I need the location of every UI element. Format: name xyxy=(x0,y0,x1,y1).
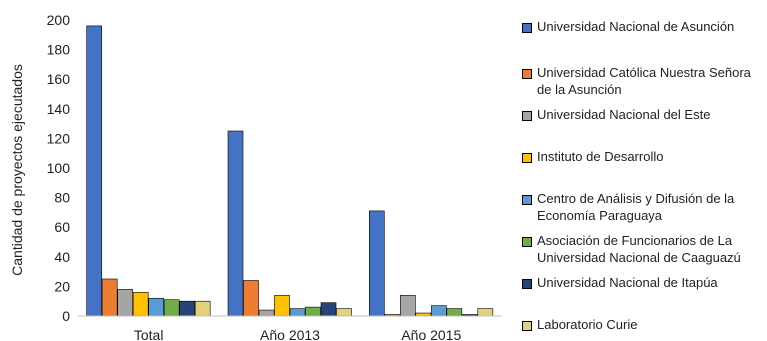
bar xyxy=(132,292,149,317)
y-tick-label: 120 xyxy=(47,130,71,146)
legend-label: Universidad Nacional de Itapúa xyxy=(537,275,718,290)
legend-label: Universidad Nacional del Este xyxy=(537,107,711,122)
y-axis-ticks: 0 20 40 60 80 100 120 140 160 180 200 xyxy=(47,12,71,324)
bar xyxy=(431,305,447,317)
x-tick-label: Año 2013 xyxy=(260,327,320,341)
y-tick-label: 100 xyxy=(47,160,71,176)
y-tick-label: 40 xyxy=(54,249,70,265)
legend-swatch xyxy=(522,195,532,205)
legend-item: Universidad Nacional del Este xyxy=(522,106,710,123)
bar xyxy=(336,308,352,317)
legend-label: Asociación de Funcionarios de La Univers… xyxy=(537,233,741,265)
bar xyxy=(101,278,118,317)
y-tick-label: 200 xyxy=(47,12,71,28)
bar xyxy=(86,25,102,317)
bar xyxy=(477,308,494,317)
legend-item: Laboratorio Curie xyxy=(522,316,637,333)
bar xyxy=(179,300,195,317)
legend-swatch xyxy=(522,237,532,247)
x-tick-label: Año 2015 xyxy=(401,327,461,341)
bar xyxy=(369,210,385,317)
x-axis-ticks: Total Año 2013 Año 2015 xyxy=(134,327,462,341)
legend-item: Instituto de Desarrollo xyxy=(522,148,663,165)
legend-label: Centro de Análisis y Difusión de la Econ… xyxy=(537,191,735,223)
bar xyxy=(117,289,133,317)
y-tick-label: 160 xyxy=(47,71,71,87)
legend-label: Instituto de Desarrollo xyxy=(537,149,664,164)
y-tick-label: 60 xyxy=(54,219,70,235)
y-tick-label: 180 xyxy=(47,42,71,58)
legend-item: Universidad Católica Nuestra Señora de l… xyxy=(522,64,751,98)
y-tick-label: 140 xyxy=(47,101,71,117)
y-tick-label: 20 xyxy=(54,278,70,294)
x-tick-label: Total xyxy=(134,327,164,341)
legend-label: Universidad Católica Nuestra Señora de l… xyxy=(537,65,751,97)
legend-item: Universidad Nacional de Asunción xyxy=(522,18,734,35)
bar xyxy=(305,306,321,317)
y-axis-label: Cantidad de proyectos ejecutados xyxy=(9,64,25,276)
legend-item: Centro de Análisis y Difusión de la Econ… xyxy=(522,190,734,224)
bar xyxy=(258,309,275,317)
legend-swatch xyxy=(522,153,532,163)
bar xyxy=(289,308,306,317)
legend-swatch xyxy=(522,69,532,79)
bar xyxy=(446,308,463,317)
legend-item: Universidad Nacional de Itapúa xyxy=(522,274,718,291)
legend-label: Universidad Nacional de Asunción xyxy=(537,19,735,34)
legend-label: Laboratorio Curie xyxy=(537,317,638,332)
bar xyxy=(400,294,416,317)
y-tick-label: 80 xyxy=(54,190,70,206)
legend-swatch xyxy=(522,279,532,289)
bar xyxy=(148,297,164,317)
bar xyxy=(194,300,211,317)
legend-swatch xyxy=(522,111,532,121)
legend-swatch xyxy=(522,321,532,331)
y-tick-label: 0 xyxy=(62,308,70,324)
bar xyxy=(274,294,290,317)
bar xyxy=(320,302,337,317)
bar xyxy=(227,130,244,317)
legend-swatch xyxy=(522,23,532,33)
legend-item: Asociación de Funcionarios de La Univers… xyxy=(522,232,741,266)
bar xyxy=(243,280,259,317)
bars xyxy=(86,25,494,317)
bar xyxy=(163,299,180,317)
